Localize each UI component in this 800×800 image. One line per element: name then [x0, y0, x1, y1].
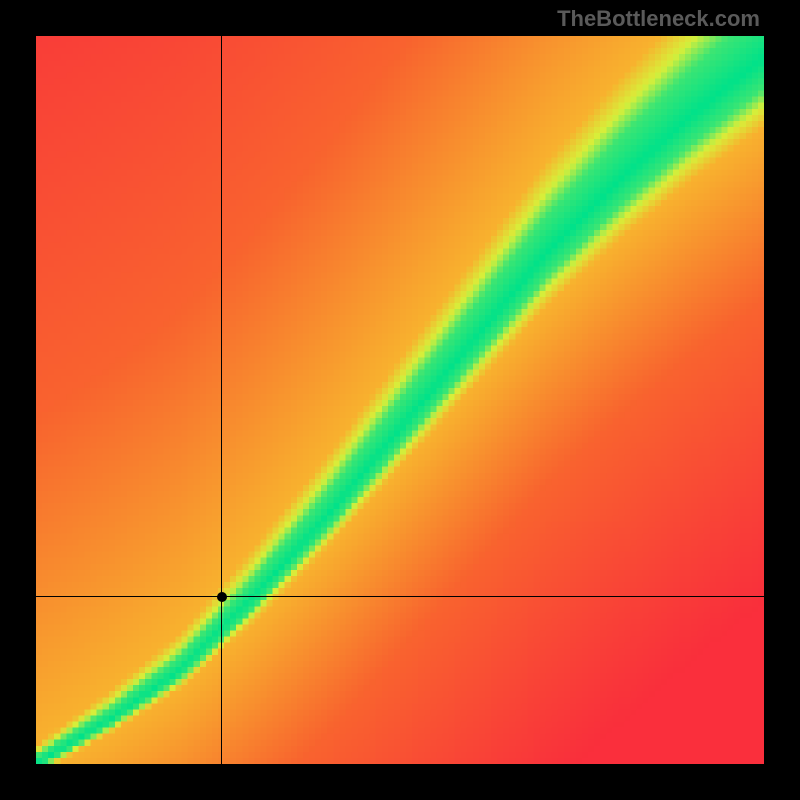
crosshair-vertical: [221, 36, 222, 764]
crosshair-horizontal: [36, 596, 764, 597]
heatmap-canvas: [36, 36, 764, 764]
heatmap-plot: [36, 36, 764, 764]
crosshair-marker: [217, 592, 227, 602]
watermark-text: TheBottleneck.com: [557, 6, 760, 32]
